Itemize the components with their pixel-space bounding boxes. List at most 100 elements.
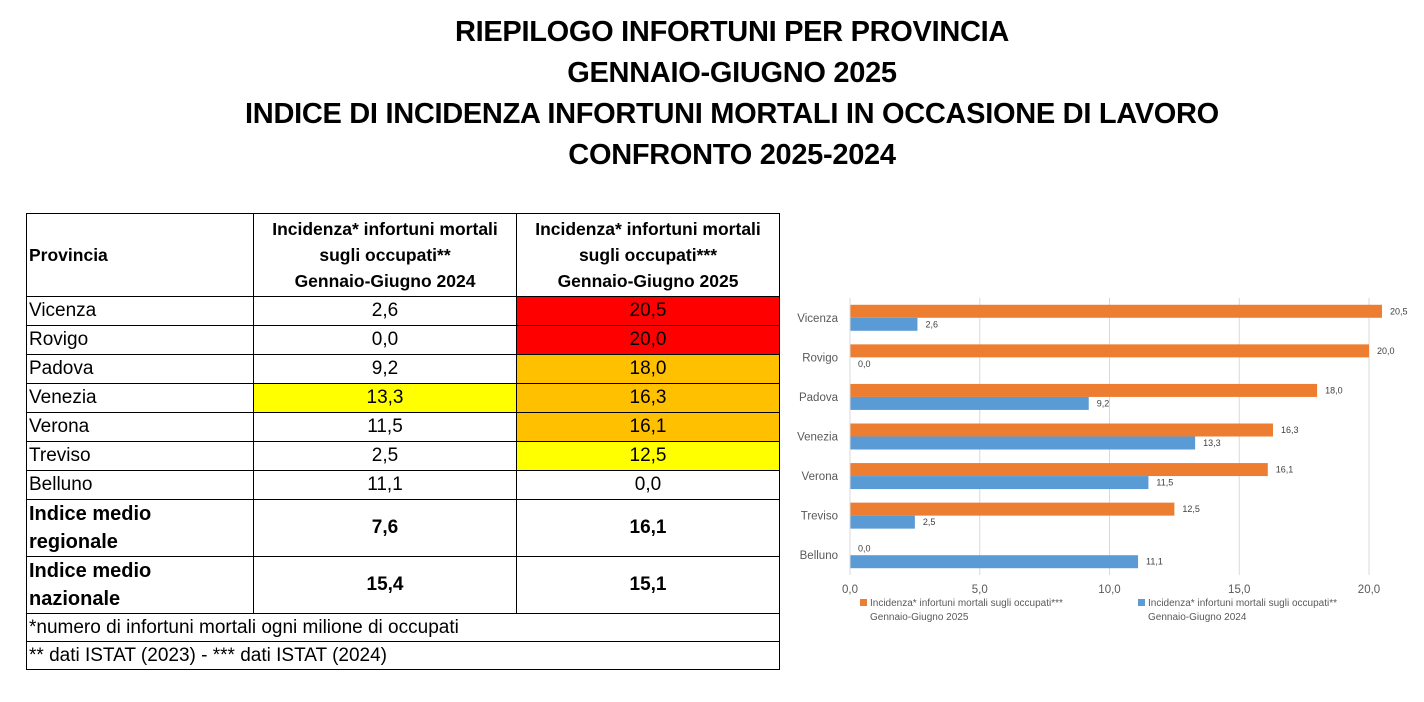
- value-2025: 18,0: [516, 354, 780, 384]
- table-row: Vicenza 2,6 20,5: [26, 296, 780, 326]
- value-2025: 12,5: [516, 441, 780, 471]
- value-2024: 0,0: [253, 325, 517, 355]
- data-label: 11,1: [1146, 557, 1163, 567]
- value-2024: 2,6: [253, 296, 517, 326]
- value-2025: 16,3: [516, 383, 780, 413]
- value-2024: 11,5: [253, 412, 517, 442]
- category-label: Vicenza: [797, 313, 838, 325]
- summary-label-line: Indice medio: [29, 503, 152, 525]
- summary-label-line: nazionale: [29, 588, 121, 610]
- province-name: Treviso: [26, 441, 254, 471]
- bar-2025: [850, 304, 1382, 318]
- header-provincia: Provincia: [26, 213, 254, 297]
- value-2024: 13,3: [253, 383, 517, 413]
- header-2024: Incidenza* infortuni mortali sugli occup…: [253, 213, 517, 297]
- summary-label: Indice medio nazionale: [26, 556, 254, 614]
- value-2024: 11,1: [253, 470, 517, 500]
- header-2024-line: Gennaio-Giugno 2024: [294, 271, 476, 291]
- header-2025-line: sugli occupati***: [578, 245, 718, 265]
- value-2024: 9,2: [253, 354, 517, 384]
- bar-2025: [850, 502, 1175, 516]
- province-name: Venezia: [26, 383, 254, 413]
- category-label: Venezia: [797, 432, 839, 444]
- table-row: Padova 9,2 18,0: [26, 354, 780, 384]
- legend-label: Gennaio-Giugno 2025: [870, 612, 969, 623]
- summary-label-line: Indice medio: [29, 560, 152, 582]
- x-tick-label: 20,0: [1358, 584, 1380, 596]
- summary-label: Indice medio regionale: [26, 499, 254, 557]
- legend-label: Incidenza* infortuni mortali sugli occup…: [870, 598, 1063, 609]
- bar-2024: [850, 476, 1149, 490]
- province-name: Rovigo: [26, 325, 254, 355]
- bar-2025: [850, 344, 1369, 358]
- category-label: Treviso: [801, 511, 838, 523]
- value-2025: 16,1: [516, 412, 780, 442]
- header-2024-line: sugli occupati**: [319, 245, 451, 265]
- data-label: 0,0: [858, 544, 871, 554]
- value-2025: 0,0: [516, 470, 780, 500]
- header-2025-line: Gennaio-Giugno 2025: [557, 271, 739, 291]
- value-2025: 20,0: [516, 325, 780, 355]
- table-row: Verona 11,5 16,1: [26, 412, 780, 442]
- summary-2024: 7,6: [253, 499, 517, 557]
- bar-2024: [850, 436, 1196, 450]
- province-name: Verona: [26, 412, 254, 442]
- bar-2025: [850, 463, 1268, 477]
- value-2025: 20,5: [516, 296, 780, 326]
- summary-row: Indice medio regionale 7,6 16,1: [26, 499, 780, 557]
- x-tick-label: 0,0: [842, 584, 858, 596]
- title-block: RIEPILOGO INFORTUNI PER PROVINCIA GENNAI…: [0, 12, 1424, 176]
- category-label: Padova: [799, 392, 839, 404]
- bar-2025: [850, 383, 1318, 397]
- x-tick-label: 10,0: [1098, 584, 1120, 596]
- value-2024: 2,5: [253, 441, 517, 471]
- bar-2024: [850, 555, 1139, 569]
- footnote: *numero di infortuni mortali ogni milion…: [26, 613, 780, 642]
- bar-2025: [850, 423, 1273, 437]
- province-table: Provincia Incidenza* infortuni mortali s…: [26, 213, 780, 670]
- bar-2024: [850, 396, 1089, 410]
- table-row: Treviso 2,5 12,5: [26, 441, 780, 471]
- province-name: Padova: [26, 354, 254, 384]
- summary-2024: 15,4: [253, 556, 517, 614]
- category-label: Belluno: [800, 550, 838, 562]
- table-row: Venezia 13,3 16,3: [26, 383, 780, 413]
- legend-swatch: [1138, 599, 1145, 606]
- summary-row: Indice medio nazionale 15,4 15,1: [26, 556, 780, 614]
- header-2025: Incidenza* infortuni mortali sugli occup…: [516, 213, 780, 297]
- data-label: 12,5: [1182, 504, 1200, 514]
- note-row: *numero di infortuni mortali ogni milion…: [26, 613, 780, 642]
- note-row: ** dati ISTAT (2023) - *** dati ISTAT (2…: [26, 641, 780, 670]
- header-2025-line: Incidenza* infortuni mortali: [535, 219, 761, 239]
- title-line-4: CONFRONTO 2025-2024: [568, 139, 896, 171]
- data-label: 2,5: [923, 517, 936, 527]
- province-name: Belluno: [26, 470, 254, 500]
- data-label: 9,2: [1097, 398, 1110, 408]
- footnote: ** dati ISTAT (2023) - *** dati ISTAT (2…: [26, 641, 780, 670]
- bar-chart: 0,0 5,0 10,0 15,0 20,0 Vicenza 20,5 2,6 Rovigo 20…: [797, 298, 1408, 623]
- legend-swatch: [860, 599, 867, 606]
- title-line-3: INDICE DI INCIDENZA INFORTUNI MORTALI IN…: [245, 98, 1219, 130]
- table-row: Belluno 11,1 0,0: [26, 470, 780, 500]
- legend-label: Incidenza* infortuni mortali sugli occup…: [1148, 598, 1337, 609]
- data-label: 13,3: [1203, 438, 1221, 448]
- data-label: 16,1: [1276, 465, 1294, 475]
- data-label: 16,3: [1281, 425, 1299, 435]
- summary-2025: 16,1: [516, 499, 780, 557]
- table-header-row: Provincia Incidenza* infortuni mortali s…: [26, 213, 780, 297]
- data-label: 11,5: [1156, 478, 1173, 488]
- bar-2024: [850, 317, 918, 331]
- x-tick-label: 15,0: [1228, 584, 1250, 596]
- data-label: 0,0: [858, 359, 871, 369]
- header-2024-line: Incidenza* infortuni mortali: [272, 219, 498, 239]
- data-label: 2,6: [925, 319, 938, 329]
- category-label: Verona: [802, 471, 839, 483]
- data-label: 20,5: [1390, 306, 1408, 316]
- legend-label: Gennaio-Giugno 2024: [1148, 612, 1247, 623]
- data-label: 18,0: [1325, 385, 1343, 395]
- summary-2025: 15,1: [516, 556, 780, 614]
- x-tick-label: 5,0: [972, 584, 988, 596]
- title-line-2: GENNAIO-GIUGNO 2025: [567, 57, 897, 89]
- summary-label-line: regionale: [29, 531, 118, 553]
- province-name: Vicenza: [26, 296, 254, 326]
